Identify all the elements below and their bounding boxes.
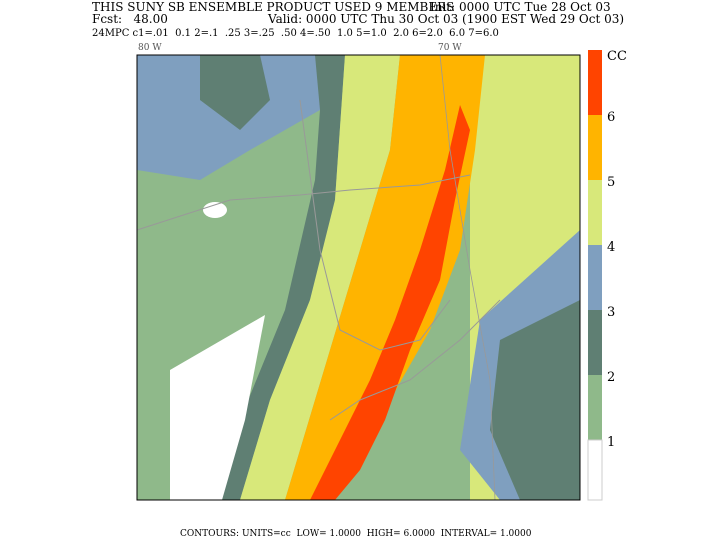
meridian <box>439 54 496 501</box>
colorbar-label: 1 <box>607 435 615 450</box>
color-swatch <box>588 245 602 310</box>
region <box>515 120 575 200</box>
contour-key: 24MPC c1=.01 0.1 2=.1 .25 3=.25 .50 4=.5… <box>92 28 499 39</box>
color-swatch <box>588 375 602 440</box>
colorbar-label: 5 <box>607 175 615 190</box>
region <box>170 315 265 500</box>
footer-text: CONTOURS: UNITS=cc LOW= 1.0000 HIGH= 6.0… <box>180 529 532 539</box>
region <box>240 55 400 500</box>
colorbar-label: CC <box>607 49 627 64</box>
init-text: Init: 0000 UTC Tue 28 Oct 03 <box>430 0 611 14</box>
region <box>205 55 345 500</box>
region <box>490 300 580 500</box>
colorbar: CC 6 5 4 3 2 1 <box>587 49 627 501</box>
region <box>285 55 485 500</box>
valid-text: Valid: 0000 UTC Thu 30 Oct 03 (1900 EST … <box>267 12 624 26</box>
product-text: THIS SUNY SB ENSEMBLE PRODUCT USED 9 MEM… <box>92 0 454 14</box>
color-swatch <box>588 50 602 115</box>
color-swatch <box>588 310 602 375</box>
map <box>136 54 581 501</box>
region <box>310 105 470 500</box>
region <box>203 202 227 218</box>
forecast-text: Fcst: 48.00 <box>92 12 168 26</box>
colorbar-label: 6 <box>607 110 615 125</box>
longitude-label: 80 W <box>138 43 162 53</box>
border <box>136 174 471 231</box>
region <box>200 55 270 130</box>
colorbar-label: 4 <box>607 240 615 255</box>
color-swatch <box>588 115 602 180</box>
border <box>329 299 501 421</box>
colorbar-label: 2 <box>607 370 615 385</box>
border <box>299 99 451 351</box>
longitude-label: 70 W <box>438 43 462 53</box>
color-swatch <box>588 180 602 245</box>
color-swatch <box>587 439 603 501</box>
colorbar-label: 3 <box>607 305 615 320</box>
map-frame <box>136 54 581 501</box>
